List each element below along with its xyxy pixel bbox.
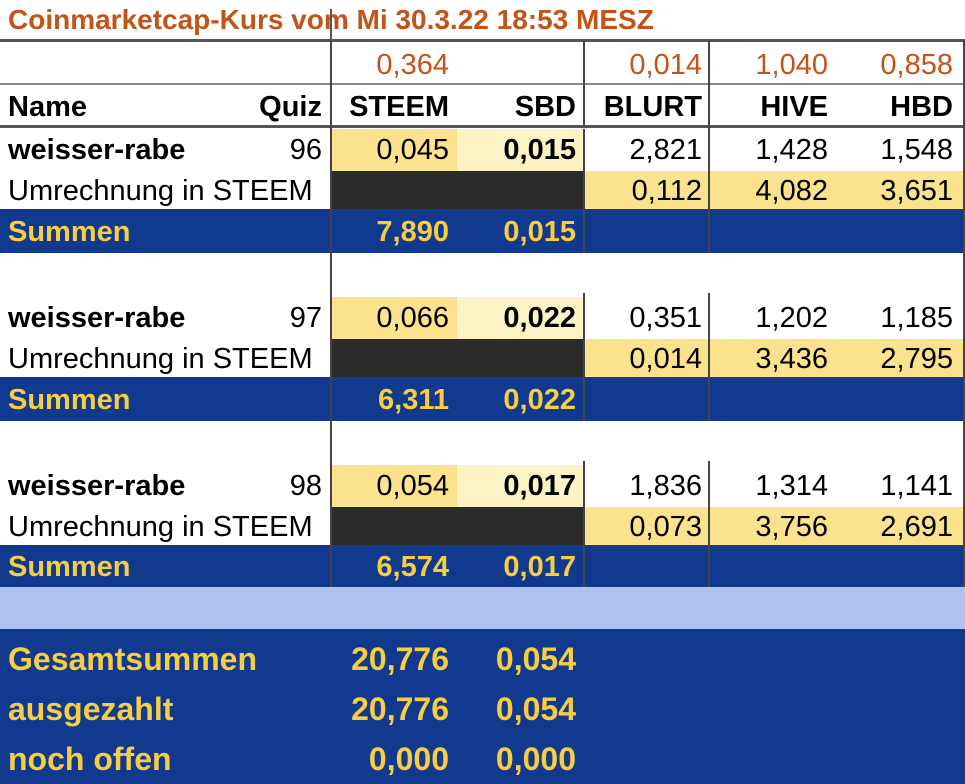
grid-line-sbd-top bbox=[583, 40, 585, 126]
block2-sum-label: Summen bbox=[8, 384, 131, 416]
block1-conv-hbd: 3,651 bbox=[836, 171, 965, 209]
title-divider bbox=[330, 9, 332, 40]
block3-hive: 1,314 bbox=[755, 470, 828, 502]
rate-steem: 0,364 bbox=[376, 49, 449, 81]
grid-line-sbd-1 bbox=[583, 129, 585, 253]
header-steem: STEEM bbox=[349, 91, 449, 123]
rate-hbd: 0,858 bbox=[880, 49, 953, 81]
block3-conv-hbd: 2,691 bbox=[836, 507, 965, 545]
block1-name: weisser-rabe bbox=[8, 134, 186, 166]
rate-hive: 1,040 bbox=[755, 49, 828, 81]
block1-steem: 0,045 bbox=[332, 129, 457, 171]
header-hbd: HBD bbox=[890, 91, 953, 123]
block3-conversion-blank bbox=[332, 507, 584, 545]
header-hive: HIVE bbox=[760, 91, 828, 123]
block3-name: weisser-rabe bbox=[8, 470, 186, 502]
total-steem-paid: 20,776 bbox=[351, 691, 449, 727]
grid-line-sbd-2 bbox=[583, 293, 585, 421]
block1-sum-label: Summen bbox=[8, 216, 131, 248]
block3-steem: 0,054 bbox=[332, 465, 457, 507]
block1-conv-hive: 4,082 bbox=[710, 171, 836, 209]
block1-sum-sbd: 0,015 bbox=[503, 216, 576, 248]
block2-blurt: 0,351 bbox=[629, 302, 702, 334]
block2-sum-sbd: 0,022 bbox=[503, 384, 576, 416]
block2-quiz: 97 bbox=[289, 302, 322, 334]
block3-sum-row bbox=[0, 545, 965, 587]
block2-conversion-label: Umrechnung in STEEM bbox=[8, 343, 313, 375]
block2-sum-row bbox=[0, 377, 965, 421]
block1-quiz: 96 bbox=[289, 134, 322, 166]
block1-sbd: 0,015 bbox=[457, 129, 584, 171]
block2-conv-blurt: 0,014 bbox=[584, 339, 710, 377]
block1-conversion-label: Umrechnung in STEEM bbox=[8, 175, 313, 207]
block3-sum-steem: 6,574 bbox=[376, 551, 449, 583]
block3-conv-hive: 3,756 bbox=[710, 507, 836, 545]
rates-divider bbox=[0, 83, 965, 85]
block3-hbd: 1,141 bbox=[880, 470, 953, 502]
grid-line-name bbox=[330, 40, 332, 587]
total-label-paid: ausgezahlt bbox=[8, 691, 174, 727]
block2-hbd: 1,185 bbox=[880, 302, 953, 334]
block2-steem: 0,066 bbox=[332, 297, 457, 339]
block3-blurt: 1,836 bbox=[629, 470, 702, 502]
header-underline bbox=[0, 125, 965, 128]
block3-sum-sbd: 0,017 bbox=[503, 551, 576, 583]
block2-conv-hive: 3,436 bbox=[710, 339, 836, 377]
title-underline bbox=[0, 39, 965, 42]
block1-blurt: 2,821 bbox=[629, 134, 702, 166]
block1-conversion-blank bbox=[332, 171, 584, 209]
total-sbd-paid: 0,054 bbox=[495, 691, 576, 727]
grid-line-blurt-1 bbox=[708, 40, 710, 253]
grid-line-sbd-3 bbox=[583, 461, 585, 587]
block1-hive: 1,428 bbox=[755, 134, 828, 166]
block2-sum-steem: 6,311 bbox=[378, 384, 449, 416]
total-label-open: noch offen bbox=[8, 741, 172, 777]
block3-sum-label: Summen bbox=[8, 551, 131, 583]
total-sbd-open: 0,000 bbox=[495, 741, 576, 777]
block2-name: weisser-rabe bbox=[8, 302, 186, 334]
total-sbd-sum: 0,054 bbox=[495, 641, 576, 677]
header-blurt: BLURT bbox=[603, 91, 702, 123]
block1-conv-blurt: 0,112 bbox=[584, 171, 710, 209]
spacer-row bbox=[0, 587, 965, 629]
grid-line-blurt-3 bbox=[708, 461, 710, 587]
header-sbd: SBD bbox=[514, 91, 576, 123]
block2-conv-hbd: 2,795 bbox=[836, 339, 965, 377]
block2-conversion-blank bbox=[332, 339, 584, 377]
total-label-sum: Gesamtsummen bbox=[8, 641, 257, 677]
block2-sbd: 0,022 bbox=[457, 297, 584, 339]
block1-hbd: 1,548 bbox=[880, 134, 953, 166]
block3-sbd: 0,017 bbox=[457, 465, 584, 507]
grid-line-blurt-2 bbox=[708, 293, 710, 421]
header-quiz: Quiz bbox=[259, 91, 322, 123]
block3-conversion-label: Umrechnung in STEEM bbox=[8, 511, 313, 543]
block3-quiz: 98 bbox=[289, 470, 322, 502]
block3-conv-blurt: 0,073 bbox=[584, 507, 710, 545]
rate-blurt: 0,014 bbox=[629, 49, 702, 81]
block1-sum-row bbox=[0, 209, 965, 253]
header-name: Name bbox=[8, 91, 87, 123]
total-steem-sum: 20,776 bbox=[351, 641, 449, 677]
total-steem-open: 0,000 bbox=[368, 741, 449, 777]
grid-line-right bbox=[963, 40, 965, 587]
block2-hive: 1,202 bbox=[755, 302, 828, 334]
totals-panel bbox=[0, 629, 965, 784]
sheet-title: Coinmarketcap-Kurs vom Mi 30.3.22 18:53 … bbox=[0, 0, 965, 40]
block1-sum-steem: 7,890 bbox=[376, 216, 449, 248]
